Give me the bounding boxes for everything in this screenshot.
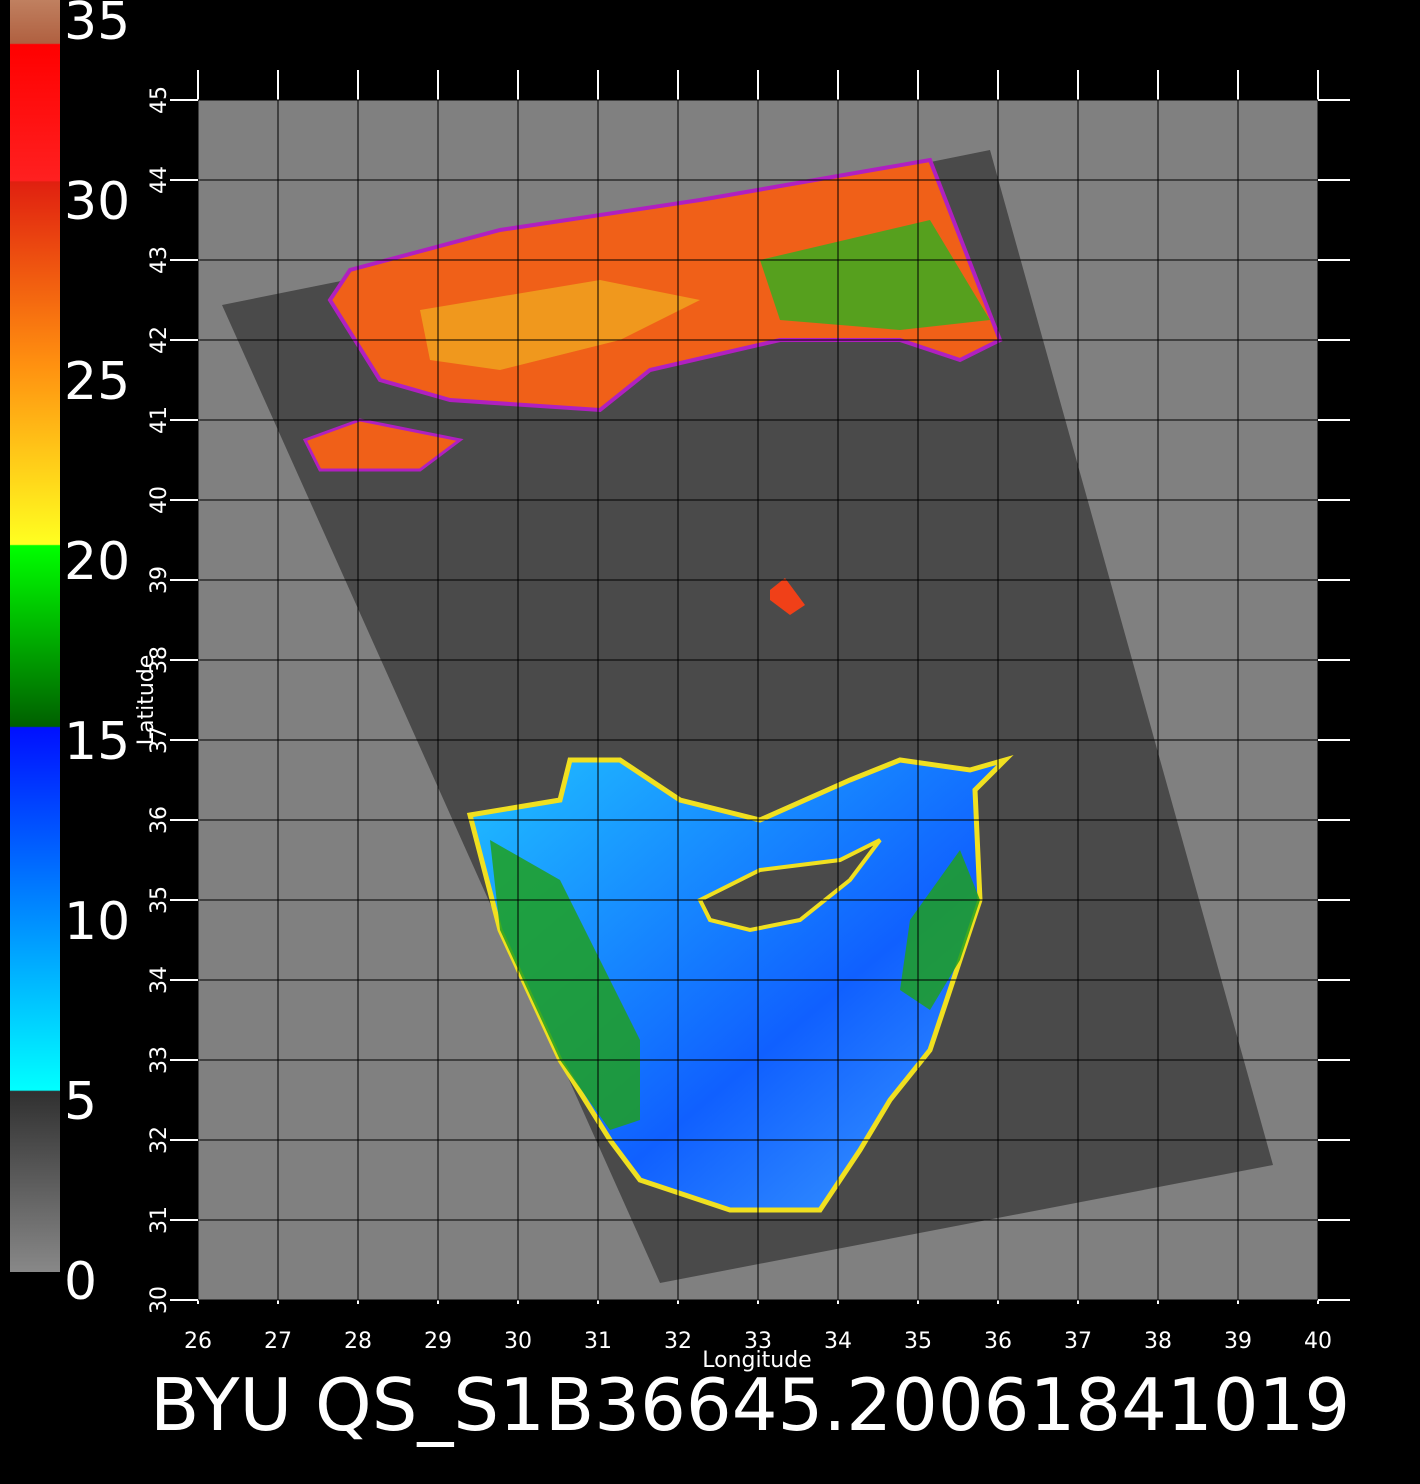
x-tick-label: 33 xyxy=(744,1329,772,1354)
y-tick-label: 35 xyxy=(147,886,172,914)
y-tick-label: 32 xyxy=(147,1126,172,1154)
y-axis-label: Latitude xyxy=(134,655,159,746)
coast-green-east xyxy=(900,850,980,1010)
x-tick-label: 28 xyxy=(344,1329,372,1354)
y-tick-label: 42 xyxy=(147,326,172,354)
x-tick-label: 35 xyxy=(904,1329,932,1354)
y-tick-label: 34 xyxy=(147,966,172,994)
colorbar-label: 5 xyxy=(64,1072,97,1132)
x-tick-label: 30 xyxy=(504,1329,532,1354)
title: BYU QS_S1B36645.2006184101​9 xyxy=(150,1363,1350,1447)
y-tick-label: 30 xyxy=(147,1286,172,1314)
y-tick-label: 45 xyxy=(147,86,172,114)
colorbar xyxy=(10,0,60,1272)
colorbar-label: 25 xyxy=(64,352,130,412)
swath xyxy=(222,150,1273,1283)
y-tick-label: 31 xyxy=(147,1206,172,1234)
colorbar-label: 15 xyxy=(64,712,130,772)
colorbar-label: 20 xyxy=(64,532,130,592)
colorbar-label: 30 xyxy=(64,172,130,232)
cyprus-hole xyxy=(697,838,882,933)
x-tick-label: 27 xyxy=(264,1329,292,1354)
x-tick-label: 34 xyxy=(824,1329,852,1354)
black-sea-green xyxy=(760,220,990,330)
y-tick-label: 39 xyxy=(147,566,172,594)
coast-green-west xyxy=(490,840,640,1130)
y-tick-label: 44 xyxy=(147,166,172,194)
x-tick-label: 31 xyxy=(584,1329,612,1354)
x-tick-label: 39 xyxy=(1224,1329,1252,1354)
lake-patch xyxy=(770,578,805,615)
black-sea-yellow xyxy=(420,280,700,370)
x-tick-label: 29 xyxy=(424,1329,452,1354)
y-tick-label: 40 xyxy=(147,486,172,514)
x-axis-label: Longitude xyxy=(702,1348,811,1373)
colorbar-label: 0 xyxy=(64,1252,97,1312)
x-tick-label: 26 xyxy=(184,1329,212,1354)
x-tick-label: 40 xyxy=(1304,1329,1332,1354)
colorbar-label: 10 xyxy=(64,892,130,952)
x-tick-label: 32 xyxy=(664,1329,692,1354)
y-tick-label: 43 xyxy=(147,246,172,274)
azov-patch xyxy=(302,418,464,472)
x-tick-label: 37 xyxy=(1064,1329,1092,1354)
y-tick-label: 36 xyxy=(147,806,172,834)
x-tick-label: 36 xyxy=(984,1329,1012,1354)
y-tick-label: 41 xyxy=(147,406,172,434)
y-tick-label: 33 xyxy=(147,1046,172,1074)
y-tick-label: 38 xyxy=(147,646,172,674)
colorbar-label: 35 xyxy=(64,0,130,52)
y-tick-label: 37 xyxy=(147,726,172,754)
x-tick-label: 38 xyxy=(1144,1329,1172,1354)
